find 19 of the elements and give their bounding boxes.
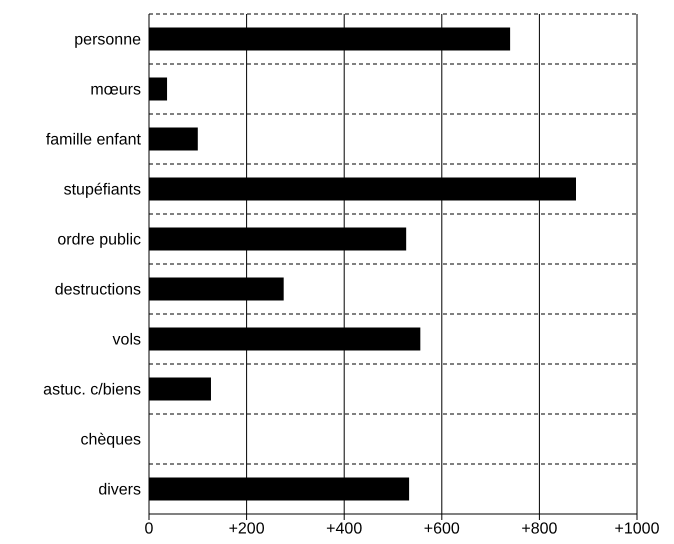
y-tick-label: chèques [80,432,141,449]
y-tick-label: divers [98,482,141,499]
x-tick-label: +800 [521,520,558,538]
x-tick-label: +600 [424,520,460,538]
bar [149,128,198,150]
x-tick-label: +1000 [614,520,660,538]
y-tick-label: astuc. c/biens [43,382,141,399]
x-tick-label: +200 [228,520,265,538]
bar [149,78,168,100]
bar [149,378,211,400]
y-tick-label: personne [74,32,142,49]
y-tick-label: destructions [54,282,141,299]
x-tick-label: +400 [326,520,362,538]
y-tick-label: ordre public [57,232,141,249]
y-tick-label: stupéfiants [64,182,141,199]
x-tick-label: 0 [144,520,154,538]
y-tick-label: vols [112,332,141,349]
y-tick-label: famille enfant [46,132,142,149]
y-tick-label: mœurs [90,82,141,99]
